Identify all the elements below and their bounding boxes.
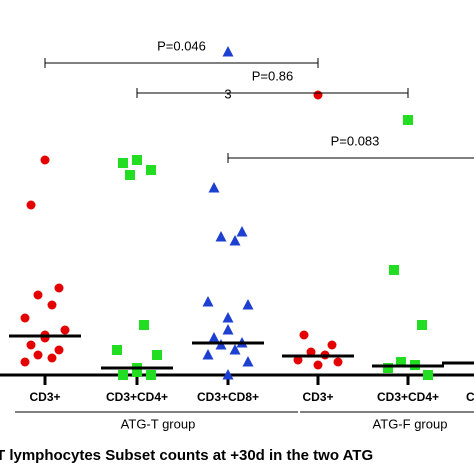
point xyxy=(293,355,303,365)
point xyxy=(236,226,248,237)
point xyxy=(54,283,64,293)
point xyxy=(54,345,64,355)
point xyxy=(306,347,316,357)
point xyxy=(60,325,70,335)
point xyxy=(132,367,142,377)
point xyxy=(202,296,214,307)
point xyxy=(26,340,36,350)
point xyxy=(47,353,57,363)
point xyxy=(242,356,254,367)
point xyxy=(229,235,241,246)
point xyxy=(40,155,50,165)
point xyxy=(47,300,57,310)
point xyxy=(222,324,234,335)
p-value: P=0.083 xyxy=(331,133,380,148)
p-value: P=0.046 xyxy=(157,38,206,53)
group-label: ATG-F group xyxy=(373,416,448,431)
point xyxy=(229,344,241,355)
x-tick-label: C xyxy=(466,390,474,404)
point xyxy=(112,345,122,355)
point xyxy=(299,330,309,340)
point xyxy=(383,363,393,373)
point xyxy=(26,200,36,210)
point xyxy=(202,349,214,360)
point xyxy=(118,370,128,380)
point xyxy=(222,46,234,57)
point xyxy=(313,360,323,370)
x-tick-label: CD3+CD4+ xyxy=(377,390,439,404)
point xyxy=(152,350,162,360)
x-tick-label: CD3+CD8+ xyxy=(197,390,259,404)
group-label: ATG-T group xyxy=(121,416,196,431)
point xyxy=(20,313,30,323)
point xyxy=(132,155,142,165)
x-tick-label: CD3+ xyxy=(302,390,333,404)
point xyxy=(146,370,156,380)
point xyxy=(389,265,399,275)
point xyxy=(139,320,149,330)
point xyxy=(242,299,254,310)
point xyxy=(146,165,156,175)
point xyxy=(215,231,227,242)
point xyxy=(208,332,220,343)
x-tick-label: CD3+ xyxy=(29,390,60,404)
point xyxy=(20,357,30,367)
point xyxy=(33,350,43,360)
point xyxy=(403,115,413,125)
point xyxy=(333,357,343,367)
point xyxy=(313,90,323,100)
point xyxy=(327,340,337,350)
point xyxy=(396,357,406,367)
point xyxy=(423,370,433,380)
x-tick-label: CD3+CD4+ xyxy=(106,390,168,404)
p-value: P=0.86 xyxy=(252,68,294,83)
point xyxy=(208,182,220,193)
point xyxy=(222,369,234,380)
point xyxy=(222,312,234,323)
point xyxy=(33,290,43,300)
annotation: 3 xyxy=(224,86,231,101)
chart-title: T lymphocytes Subset counts at +30d in t… xyxy=(0,447,373,464)
point xyxy=(417,320,427,330)
point xyxy=(118,158,128,168)
point xyxy=(125,170,135,180)
